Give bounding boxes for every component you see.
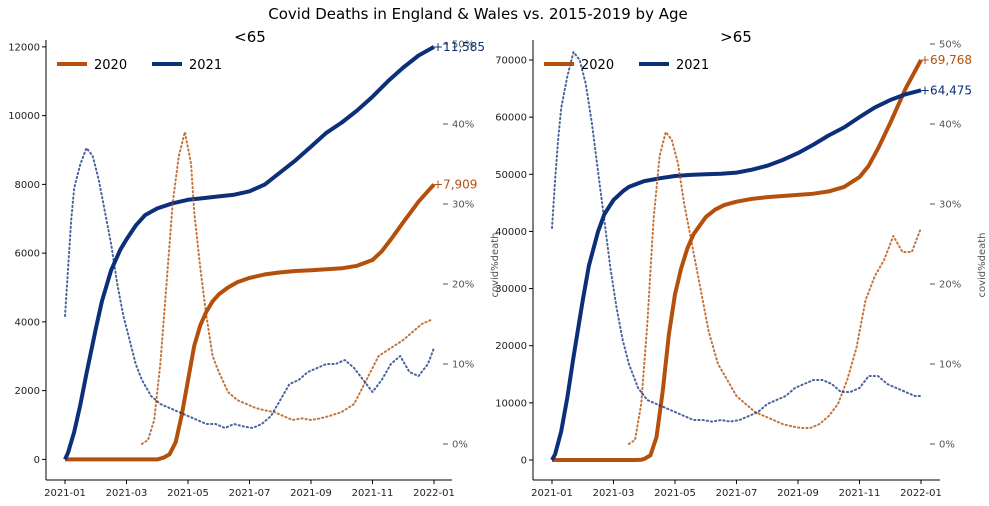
panel-under-65: <65 0 2000 4000 6000 8000 10000 12000 2021-01 202… bbox=[8, 28, 501, 499]
y2-tick-label: 0% bbox=[939, 440, 955, 451]
y-tick-label: 0 bbox=[34, 455, 40, 466]
y-tick-label: 2000 bbox=[15, 386, 40, 397]
panel-title: <65 bbox=[234, 28, 266, 46]
end-label-2020: +69,768 bbox=[920, 53, 972, 67]
y2-tick-label: 30% bbox=[939, 200, 961, 211]
y2-tick-label: 50% bbox=[939, 40, 961, 51]
end-label-2021: +11,585 bbox=[433, 40, 485, 54]
x-tick-label: 2021-11 bbox=[352, 488, 394, 499]
y-tick-label: 70000 bbox=[495, 56, 527, 67]
y2-tick-label: 40% bbox=[939, 120, 961, 131]
end-label-2021: +64,475 bbox=[920, 83, 972, 97]
x-tick-label: 2021-03 bbox=[593, 488, 635, 499]
series-line-2020-covid-death bbox=[140, 131, 432, 445]
y2-tick-label: 30% bbox=[452, 200, 474, 211]
x-tick-label: 2021-05 bbox=[167, 488, 209, 499]
y-tick-label: 40000 bbox=[495, 227, 527, 238]
y-tick-label: 12000 bbox=[8, 42, 40, 53]
legend-label-2020: 2020 bbox=[581, 58, 614, 73]
y2-tick-label: 40% bbox=[452, 120, 474, 131]
x-tick-label: 2022-01 bbox=[413, 488, 455, 499]
y2-axis-label: covid%death bbox=[490, 232, 501, 297]
x-tick-label: 2021-09 bbox=[777, 488, 819, 499]
y2-tick-label: 10% bbox=[939, 360, 961, 371]
legend-label-2021: 2021 bbox=[189, 58, 222, 73]
y-tick-label: 50000 bbox=[495, 170, 527, 181]
x-tick-label: 2021-01 bbox=[531, 488, 573, 499]
y2-tick-label: 10% bbox=[452, 360, 474, 371]
legend-label-2021: 2021 bbox=[676, 58, 709, 73]
y2-tick-label: 20% bbox=[452, 280, 474, 291]
series-line-2021-covid-death bbox=[64, 147, 435, 429]
series-line-2021 bbox=[63, 45, 435, 461]
series-line-2020-covid-death bbox=[627, 131, 922, 445]
y-tick-label: 30000 bbox=[495, 284, 527, 295]
y2-axis-label: covid%death bbox=[977, 232, 988, 297]
panel-title: >65 bbox=[720, 28, 752, 46]
x-tick-label: 2021-01 bbox=[44, 488, 86, 499]
x-tick-label: 2021-07 bbox=[716, 488, 758, 499]
x-tick-label: 2021-05 bbox=[654, 488, 696, 499]
panel-over-65: >65 0 10000 20000 30000 40000 50000 60000 70000 2… bbox=[495, 28, 988, 499]
y-tick-label: 0 bbox=[521, 456, 527, 467]
series-line-2020 bbox=[552, 59, 923, 462]
x-tick-label: 2022-01 bbox=[900, 488, 942, 499]
x-tick-label: 2021-07 bbox=[229, 488, 271, 499]
y-tick-label: 10000 bbox=[495, 398, 527, 409]
figure-title: Covid Deaths in England & Wales vs. 2015… bbox=[268, 5, 687, 23]
y2-tick-label: 50% bbox=[452, 40, 474, 51]
x-tick-label: 2021-03 bbox=[106, 488, 148, 499]
legend-label-2020: 2020 bbox=[94, 58, 127, 73]
y2-tick-label: 0% bbox=[452, 440, 468, 451]
series-line-2020 bbox=[65, 183, 436, 462]
y-tick-label: 4000 bbox=[15, 317, 40, 328]
y-tick-label: 8000 bbox=[15, 180, 40, 191]
x-tick-label: 2021-11 bbox=[839, 488, 881, 499]
y2-tick-label: 20% bbox=[939, 280, 961, 291]
y-tick-label: 6000 bbox=[15, 249, 40, 260]
series-line-2021 bbox=[550, 88, 922, 461]
y-tick-label: 20000 bbox=[495, 341, 527, 352]
y-tick-label: 10000 bbox=[8, 111, 40, 122]
series-line-2021-covid-death bbox=[551, 51, 922, 423]
y-tick-label: 60000 bbox=[495, 113, 527, 124]
x-tick-label: 2021-09 bbox=[290, 488, 332, 499]
end-label-2020: +7,909 bbox=[433, 177, 477, 191]
